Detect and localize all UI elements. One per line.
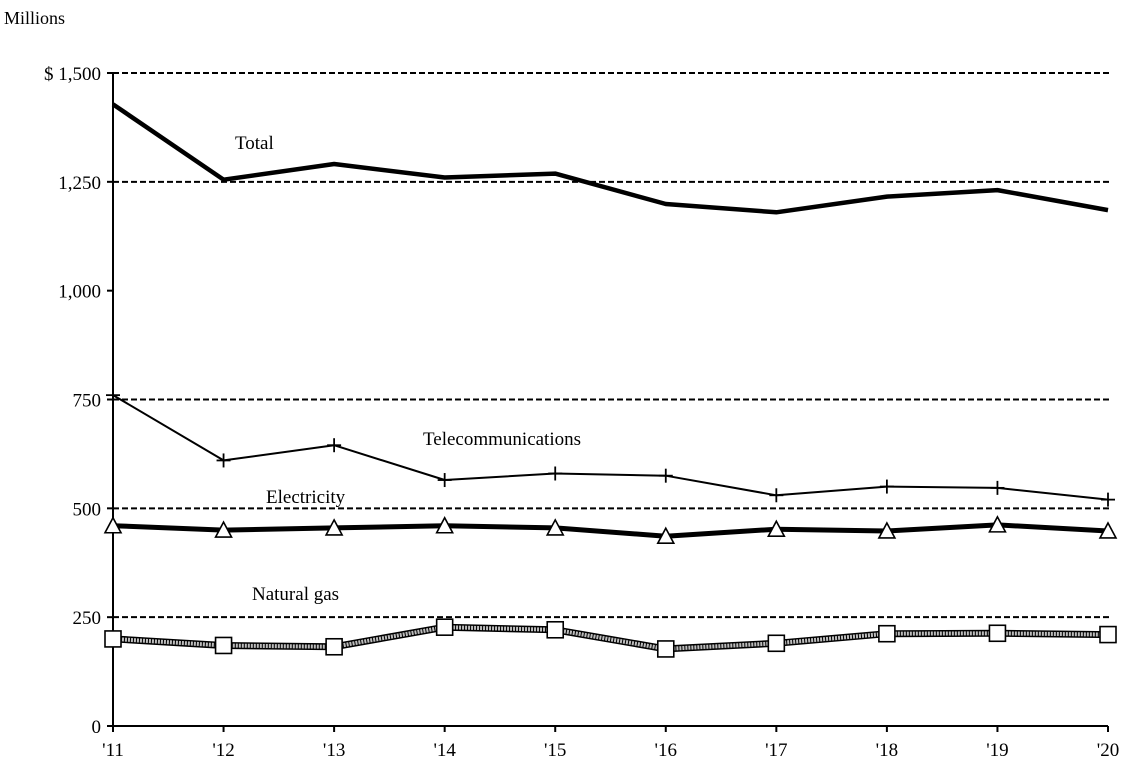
x-tick-label: '11 (102, 740, 124, 761)
x-tick-label: '18 (876, 740, 898, 761)
series-markers (103, 388, 1118, 658)
x-tick-label: '13 (323, 740, 345, 761)
data-point-plus (437, 473, 452, 488)
y-tick-label: 0 (92, 717, 102, 738)
x-tick-label: '12 (212, 740, 234, 761)
data-point-plus (769, 488, 784, 503)
series-line-natural-gas (112, 625, 1109, 651)
data-point-square (104, 630, 122, 648)
data-point-plus (879, 479, 894, 494)
y-tick-label: 500 (73, 499, 102, 520)
data-point-plus (1101, 492, 1115, 507)
data-point-plus (658, 468, 673, 483)
data-point-triangle (324, 518, 344, 536)
series-line-total (111, 102, 1109, 215)
data-point-triangle (545, 518, 565, 536)
y-tick-label: 750 (73, 391, 102, 412)
data-point-plus (548, 466, 563, 481)
series-label-electricity: Electricity (266, 487, 346, 508)
data-point-triangle (435, 516, 454, 534)
y-tick-label: 1,250 (58, 173, 101, 194)
x-tick-label: '14 (433, 740, 456, 761)
series-label-telecommunications: Telecommunications (423, 429, 581, 450)
data-point-triangle (1098, 521, 1118, 539)
data-point-triangle (988, 515, 1007, 533)
series-line-electricity (112, 522, 1109, 539)
y-axis-unit-label: Millions (4, 8, 65, 28)
data-point-triangle (766, 519, 786, 538)
data-point-plus (216, 453, 231, 468)
data-point-plus (106, 388, 120, 403)
series-label-total: Total (235, 133, 274, 154)
data-point-square (878, 624, 896, 643)
data-point-square (767, 634, 786, 653)
y-tick-label: $ 1,500 (44, 64, 101, 85)
x-tick-label: '15 (544, 740, 566, 761)
y-tick-label: 250 (73, 608, 102, 629)
data-point-plus (327, 438, 342, 453)
y-tick-label: 1,000 (58, 282, 101, 303)
series-line-outline-natural-gas (112, 623, 1109, 653)
data-point-square (546, 620, 565, 639)
data-point-square (656, 640, 675, 658)
data-point-triangle (214, 520, 233, 538)
series-line-telecommunications (112, 394, 1109, 501)
data-point-square (1099, 625, 1117, 644)
series-labels: Total Telecommunications Electricity Nat… (235, 133, 581, 605)
data-point-square (988, 624, 1007, 643)
data-point-triangle (877, 521, 897, 539)
x-tick-label: '19 (986, 740, 1008, 761)
data-point-square (214, 636, 233, 655)
data-point-square (435, 618, 454, 636)
data-point-plus (990, 480, 1005, 495)
x-tick-label: '16 (655, 740, 677, 761)
x-tick-label: '20 (1097, 740, 1119, 761)
gridlines (113, 72, 1110, 619)
series-label-natural-gas: Natural gas (252, 584, 339, 605)
data-point-triangle (103, 516, 123, 534)
data-point-triangle (656, 526, 676, 544)
data-point-square (325, 637, 343, 656)
x-tick-label: '17 (765, 740, 787, 761)
series-lines (111, 102, 1109, 653)
